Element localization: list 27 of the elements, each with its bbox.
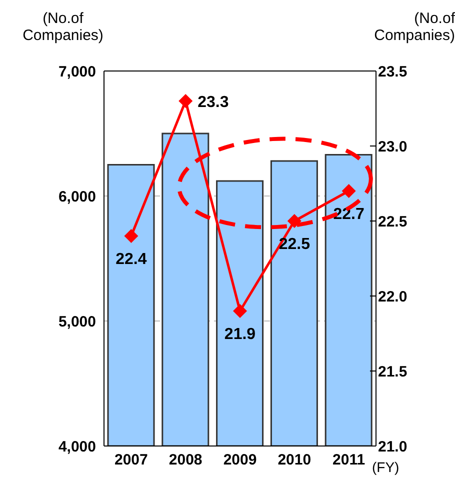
y-tick-label: 6,000 [58,188,96,206]
y2-tick-label: 21.0 [378,438,408,456]
y-axis-title: (No.of Companies) [22,10,104,44]
data-label: 23.3 [198,94,229,111]
y-tick-label: 7,000 [58,63,96,80]
y2-axis-title: (No.of Companies) [373,10,455,44]
data-label: 21.9 [224,326,256,343]
x-axis-title: (FY) [372,459,400,475]
point [287,214,302,228]
point [124,229,138,243]
x-tick-label: 2010 [278,452,312,469]
x-tick-label: 2009 [223,452,257,469]
data-label: 22.4 [116,251,147,268]
x-tick-label: 2008 [168,452,202,469]
point [342,184,356,198]
y2-tick-label: 22.5 [378,213,408,230]
point [233,304,247,318]
y-tick-label: 5,000 [58,313,96,330]
y2-tick-label: 23.0 [378,138,408,156]
x-tick-label: 2007 [114,452,148,469]
y2-tick-label: 23.5 [378,63,408,80]
x-tick-label: 2011 [332,452,366,469]
data-label: 22.5 [278,236,310,253]
y-tick-label: 4,000 [58,438,96,456]
y2-tick-label: 21.5 [378,363,408,380]
y2-tick-label: 22.0 [378,288,408,306]
point [178,94,193,108]
